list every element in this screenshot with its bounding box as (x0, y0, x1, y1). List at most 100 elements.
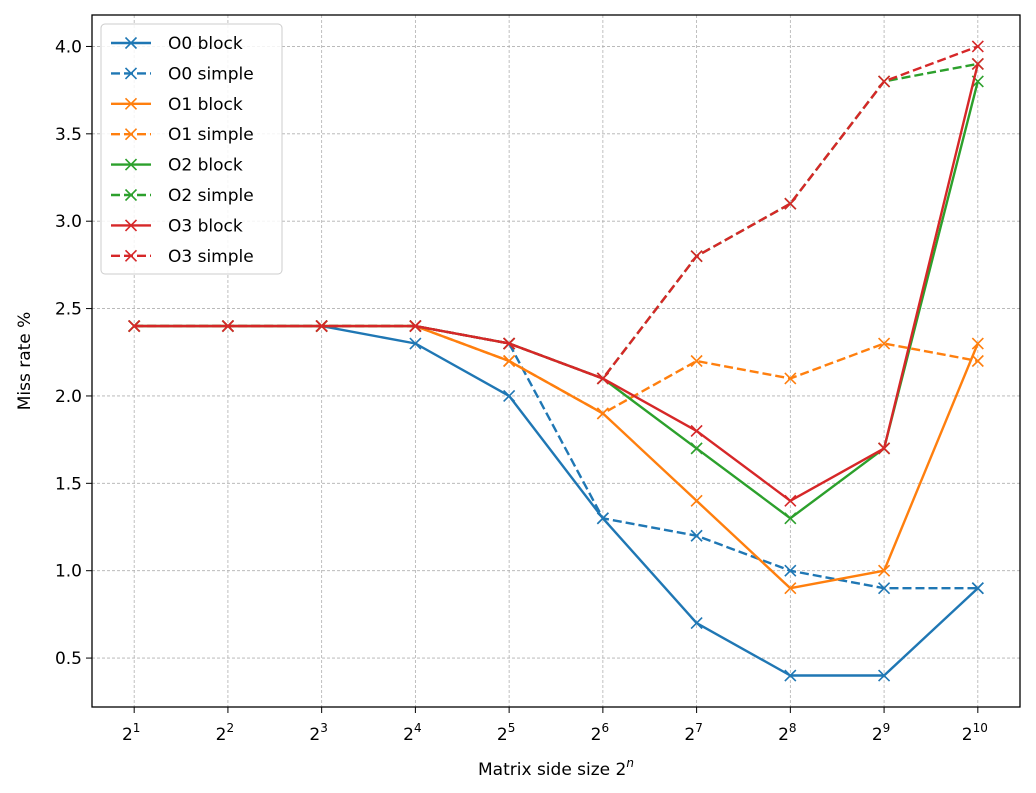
x-tick-base: 2 (122, 725, 133, 745)
x-tick-label: 210 (962, 721, 988, 745)
legend-item: O0 block (111, 34, 243, 54)
data-point (128, 319, 141, 333)
legend-label: O1 block (168, 95, 243, 115)
x-tick-base: 2 (309, 725, 320, 745)
x-tick-base: 2 (872, 725, 883, 745)
x-tick-exponent: 8 (789, 721, 797, 735)
series-line (134, 63, 979, 502)
data-point (596, 407, 609, 420)
legend-label: O3 simple (168, 247, 254, 267)
axis-ticks: 21 22 23 24 25 26 27 28 29 2100.51.01.52.02.53.03… (55, 37, 988, 745)
series-line (134, 324, 978, 590)
data-point (784, 197, 797, 210)
legend-box (100, 23, 283, 275)
y-axis-label: Miss rate % (15, 312, 35, 411)
x-tick-base: 2 (962, 725, 973, 745)
data-point (784, 372, 797, 385)
y-tick-label: 2.0 (55, 387, 82, 407)
data-point (878, 669, 891, 682)
legend-item: O3 simple (111, 247, 254, 267)
x-tick-label: 29 (872, 721, 890, 745)
y-tick-label: 3.5 (55, 125, 82, 145)
legend-item: O0 simple (111, 64, 254, 84)
data-point (409, 319, 422, 333)
x-tick-exponent: 7 (695, 721, 703, 735)
x-tick-base: 2 (216, 725, 227, 745)
legend-label: O0 block (168, 34, 243, 54)
legend-item: O3 block (111, 216, 243, 236)
legend-marker (124, 36, 138, 50)
x-tick-label: 28 (778, 721, 796, 745)
legend-marker (124, 158, 138, 171)
x-tick-label: 27 (684, 721, 702, 745)
data-point (690, 424, 703, 437)
legend-label: O1 simple (168, 125, 254, 145)
data-point (971, 40, 984, 53)
y-tick-label: 4.0 (55, 37, 82, 57)
legend-item: O2 block (111, 156, 243, 176)
legend-marker (124, 97, 138, 110)
data-point (784, 512, 797, 525)
data-point (596, 372, 609, 385)
data-point (878, 442, 891, 455)
data-point (409, 337, 422, 350)
data-point (690, 354, 703, 368)
y-tick-label: 3.0 (55, 212, 82, 232)
legend-label: O2 simple (168, 186, 254, 206)
y-tick-label: 2.5 (55, 300, 82, 320)
x-axis-label: Matrix side size 2n (478, 756, 634, 780)
legend-label: O0 simple (168, 64, 254, 84)
data-point (315, 319, 328, 333)
x-tick-label: 24 (403, 721, 421, 745)
x-tick-exponent: 1 (133, 721, 141, 735)
y-tick-label: 1.5 (55, 474, 82, 494)
legend-label: O3 block (168, 216, 243, 236)
plot-frame (91, 14, 1021, 708)
x-tick-exponent: 3 (320, 721, 328, 735)
x-tick-base: 2 (684, 725, 695, 745)
data-point (971, 57, 984, 70)
legend-marker (124, 128, 138, 141)
x-tick-base: 2 (591, 725, 602, 745)
legend: O0 block O0 simple O1 block O1 simple O2 blo… (100, 23, 283, 275)
legend-marker (124, 67, 138, 80)
x-tick-label: 25 (497, 721, 515, 745)
data-point (221, 319, 234, 333)
data-point (878, 582, 891, 595)
x-tick-label: 26 (591, 721, 609, 745)
x-tick-base: 2 (778, 725, 789, 745)
series-lines (128, 40, 984, 682)
data-point (878, 75, 891, 88)
x-tick-exponent: 2 (227, 721, 235, 735)
data-point (690, 494, 703, 507)
x-tick-exponent: 9 (883, 721, 891, 735)
data-point (784, 494, 797, 507)
series-o3-simple (128, 40, 984, 385)
x-tick-label: 23 (309, 721, 327, 745)
x-tick-base: 2 (403, 725, 414, 745)
x-tick-label: 22 (216, 721, 234, 745)
legend-item: O1 simple (111, 125, 254, 145)
data-point (690, 442, 703, 455)
x-tick-exponent: 6 (601, 721, 609, 735)
legend-item: O2 simple (111, 186, 254, 206)
x-tick-label: 21 (122, 721, 140, 745)
x-tick-exponent: 10 (973, 721, 988, 735)
x-tick-exponent: 4 (414, 721, 422, 735)
legend-label: O2 block (168, 156, 243, 176)
x-axis-label-superscript: n (626, 756, 634, 770)
data-point (784, 582, 797, 595)
data-point (878, 337, 891, 350)
data-point (971, 337, 984, 350)
data-point (784, 669, 797, 682)
legend-marker (124, 188, 138, 202)
data-point (596, 512, 609, 525)
legend-item: O1 block (111, 95, 243, 115)
x-tick-exponent: 5 (508, 721, 516, 735)
data-point (690, 250, 703, 263)
data-point (784, 564, 797, 577)
y-tick-label: 0.5 (55, 649, 82, 669)
legend-marker (124, 249, 138, 262)
legend-marker (124, 219, 138, 232)
